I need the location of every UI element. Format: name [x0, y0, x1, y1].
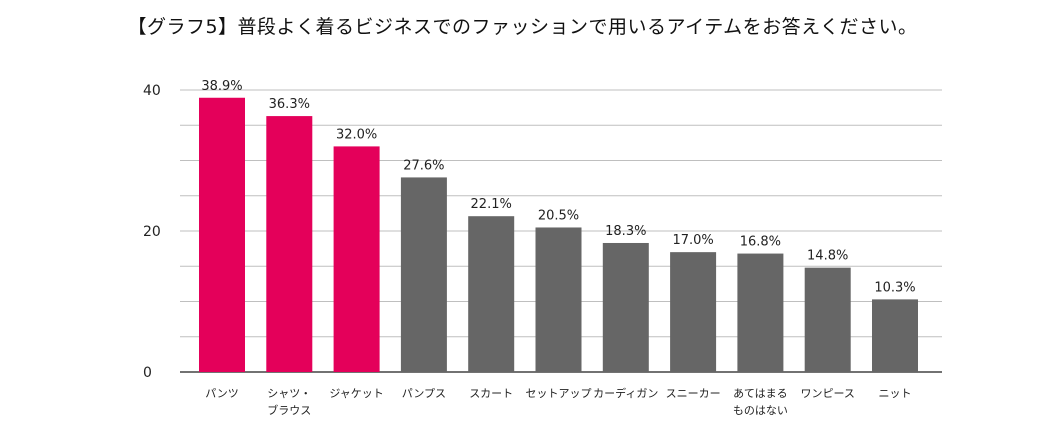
data-label: 14.8%: [807, 249, 848, 264]
data-label: 22.1%: [471, 197, 512, 212]
data-label: 32.0%: [336, 127, 377, 142]
category-label: ニット: [879, 387, 912, 400]
category-label: カーディガン: [593, 386, 658, 400]
bar: [804, 267, 851, 372]
category-label: パンツ: [205, 387, 239, 400]
data-label: 27.6%: [403, 158, 444, 173]
data-label: 16.8%: [740, 235, 781, 250]
category-label: スカート: [469, 387, 513, 400]
bar: [199, 97, 245, 372]
category-label: パンプス: [402, 387, 446, 400]
bar: [333, 146, 380, 372]
category-label: ジャケット: [329, 387, 383, 400]
category-label: ブラウス: [267, 403, 311, 417]
bar: [602, 242, 649, 372]
y-tick-label: 0: [143, 365, 152, 381]
data-label: 36.3%: [269, 97, 310, 112]
bar: [872, 299, 918, 372]
bar: [670, 252, 717, 372]
category-label: あてはまる: [733, 387, 788, 400]
bar: [535, 227, 582, 372]
data-label: 38.9%: [201, 79, 242, 94]
y-tick-label: 20: [143, 224, 161, 240]
y-tick-label: 40: [143, 83, 161, 99]
category-label: セットアップ: [526, 387, 592, 400]
category-label: シャツ・: [267, 387, 311, 400]
bar: [266, 116, 313, 373]
chart-title: 【グラフ5】普段よく着るビジネスでのファッションで用いるアイテムをお答えください…: [127, 16, 918, 38]
category-label: ものはない: [733, 404, 788, 417]
data-label: 10.3%: [874, 280, 915, 295]
data-label: 18.3%: [605, 224, 646, 239]
data-label: 20.5%: [538, 208, 579, 223]
bar: [400, 177, 447, 372]
category-label: ワンピース: [800, 387, 854, 400]
data-label: 17.0%: [672, 233, 713, 248]
bar: [737, 253, 784, 372]
category-label: スニーカー: [666, 387, 721, 400]
bar: [468, 216, 515, 372]
